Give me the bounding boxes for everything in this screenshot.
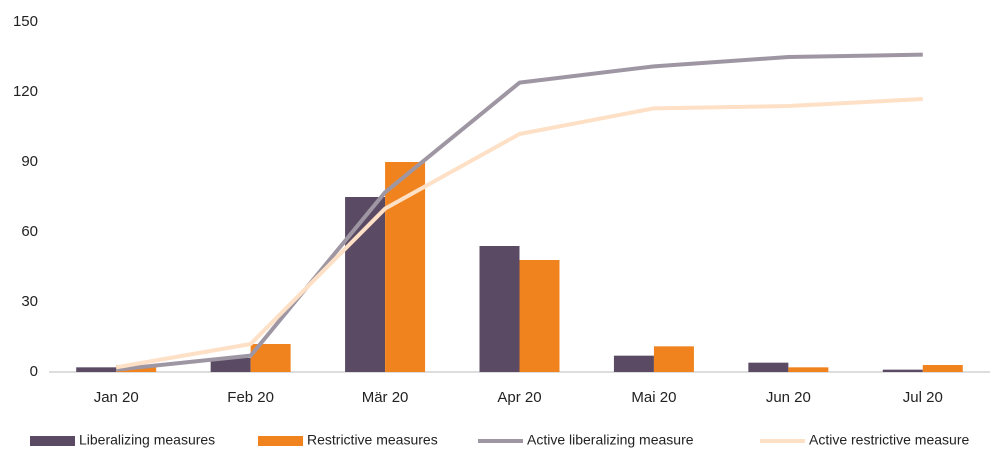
- x-tick-label: Jul 20: [903, 389, 943, 406]
- x-tick-label: Mai 20: [631, 389, 676, 406]
- y-tick-label: 60: [21, 223, 38, 240]
- legend-label: Active liberalizing measure: [527, 432, 694, 448]
- legend-label: Active restrictive measure: [809, 432, 969, 448]
- x-tick-label: Jun 20: [766, 389, 811, 406]
- y-tick-label: 0: [30, 363, 38, 380]
- y-tick-label: 120: [13, 83, 38, 100]
- bar: [788, 367, 829, 372]
- bar: [345, 197, 386, 372]
- x-tick-label: Mär 20: [362, 389, 409, 406]
- legend-label: Restrictive measures: [307, 432, 438, 448]
- bar: [613, 355, 654, 372]
- bar: [479, 246, 520, 372]
- x-tick-label: Apr 20: [497, 389, 541, 406]
- bar: [748, 362, 789, 372]
- y-tick-label: 90: [21, 153, 38, 170]
- bar: [519, 260, 560, 372]
- y-tick-label: 30: [21, 293, 38, 310]
- y-tick-label: 150: [13, 13, 38, 30]
- line: [115, 97, 923, 370]
- bar: [385, 162, 426, 372]
- bar: [76, 367, 117, 372]
- bar: [882, 369, 923, 372]
- bar: [653, 346, 694, 372]
- line: [116, 52, 923, 372]
- legend-swatch: [258, 436, 303, 446]
- bar: [210, 358, 251, 372]
- x-tick-label: Feb 20: [227, 389, 274, 406]
- x-tick-label: Jan 20: [94, 389, 139, 406]
- legend-swatch: [30, 436, 75, 446]
- bar: [922, 365, 963, 372]
- legend-label: Liberalizing measures: [79, 432, 215, 448]
